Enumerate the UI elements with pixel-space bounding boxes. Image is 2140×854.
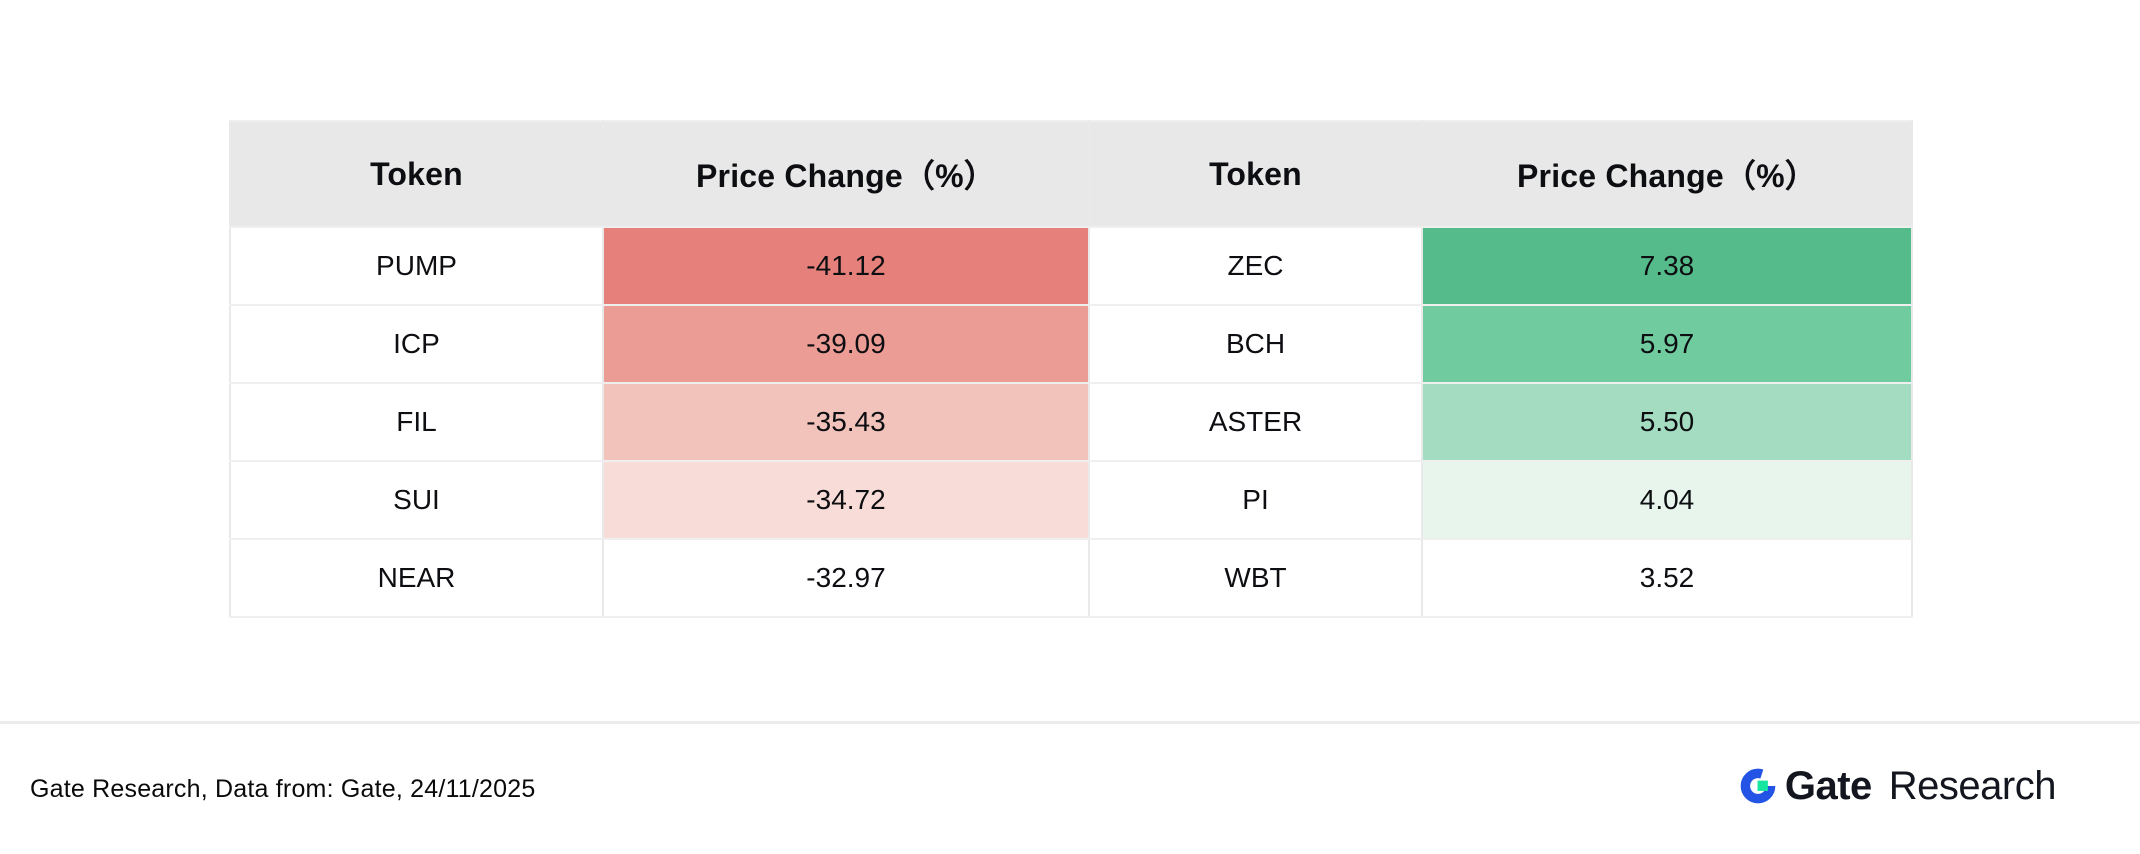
price-change-cell: -39.09 xyxy=(602,304,1090,384)
table-row: SUI -34.72 PI 4.04 xyxy=(229,460,1913,540)
price-change-cell: -41.12 xyxy=(602,226,1090,306)
gate-research-logo: Gate Research xyxy=(1740,764,2057,808)
price-change-cell: 5.50 xyxy=(1421,382,1913,462)
price-change-cell: 7.38 xyxy=(1421,226,1913,306)
price-change-cell: -35.43 xyxy=(602,382,1090,462)
token-cell: BCH xyxy=(1088,304,1423,384)
token-cell: PUMP xyxy=(229,226,604,306)
price-change-cell: 3.52 xyxy=(1421,538,1913,618)
price-change-cell: 4.04 xyxy=(1421,460,1913,540)
token-cell: FIL xyxy=(229,382,604,462)
header-change-left: Price Change（%） xyxy=(602,120,1090,228)
price-change-cell: 5.97 xyxy=(1421,304,1913,384)
token-cell: WBT xyxy=(1088,538,1423,618)
header-token-right: Token xyxy=(1088,120,1423,228)
token-cell: ZEC xyxy=(1088,226,1423,306)
price-change-table: Token Price Change（%） Token Price Change… xyxy=(229,120,1913,618)
token-cell: ASTER xyxy=(1088,382,1423,462)
token-cell: ICP xyxy=(229,304,604,384)
table-row: NEAR -32.97 WBT 3.52 xyxy=(229,538,1913,618)
footer-divider xyxy=(0,721,2140,724)
gate-logo-icon xyxy=(1740,768,1776,804)
header-change-right: Price Change（%） xyxy=(1421,120,1913,228)
price-change-cell: -32.97 xyxy=(602,538,1090,618)
logo-gate-text: Gate xyxy=(1784,764,1872,808)
source-note: Gate Research, Data from: Gate, 24/11/20… xyxy=(30,775,536,803)
price-change-cell: -34.72 xyxy=(602,460,1090,540)
table-row: ICP -39.09 BCH 5.97 xyxy=(229,304,1913,384)
token-cell: NEAR xyxy=(229,538,604,618)
table-header-row: Token Price Change（%） Token Price Change… xyxy=(229,120,1913,228)
token-cell: SUI xyxy=(229,460,604,540)
table-row: FIL -35.43 ASTER 5.50 xyxy=(229,382,1913,462)
logo-research-text: Research xyxy=(1888,764,2057,808)
token-cell: PI xyxy=(1088,460,1423,540)
header-token-left: Token xyxy=(229,120,604,228)
table-row: PUMP -41.12 ZEC 7.38 xyxy=(229,226,1913,306)
